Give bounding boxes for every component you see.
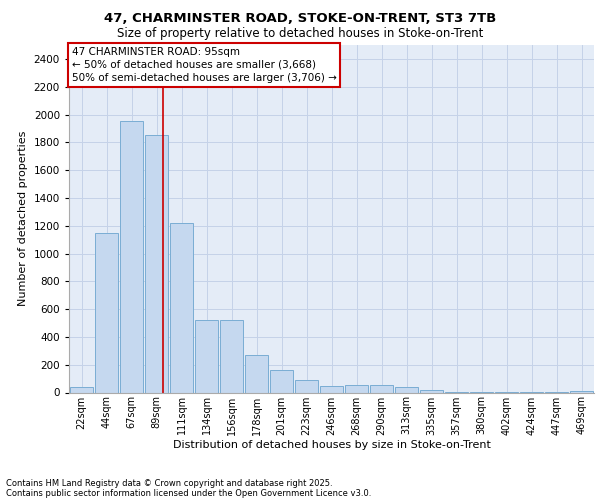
Bar	[370, 385, 393, 392]
Bar	[570, 391, 593, 392]
Bar	[95, 232, 118, 392]
Y-axis label: Number of detached properties: Number of detached properties	[18, 131, 28, 306]
X-axis label: Distribution of detached houses by size in Stoke-on-Trent: Distribution of detached houses by size …	[173, 440, 490, 450]
Bar	[345, 385, 368, 392]
Bar	[295, 380, 318, 392]
Bar	[320, 386, 343, 392]
Bar	[145, 136, 168, 392]
Text: Contains public sector information licensed under the Open Government Licence v3: Contains public sector information licen…	[6, 488, 371, 498]
Text: Contains HM Land Registry data © Crown copyright and database right 2025.: Contains HM Land Registry data © Crown c…	[6, 478, 332, 488]
Bar	[70, 387, 93, 392]
Bar	[195, 320, 218, 392]
Text: 47, CHARMINSTER ROAD, STOKE-ON-TRENT, ST3 7TB: 47, CHARMINSTER ROAD, STOKE-ON-TRENT, ST…	[104, 12, 496, 26]
Bar	[395, 387, 418, 392]
Bar	[245, 355, 268, 393]
Bar	[220, 320, 243, 392]
Bar	[170, 223, 193, 392]
Bar	[270, 370, 293, 392]
Bar	[120, 122, 143, 392]
Text: Size of property relative to detached houses in Stoke-on-Trent: Size of property relative to detached ho…	[117, 28, 483, 40]
Bar	[420, 390, 443, 392]
Text: 47 CHARMINSTER ROAD: 95sqm
← 50% of detached houses are smaller (3,668)
50% of s: 47 CHARMINSTER ROAD: 95sqm ← 50% of deta…	[71, 46, 337, 83]
